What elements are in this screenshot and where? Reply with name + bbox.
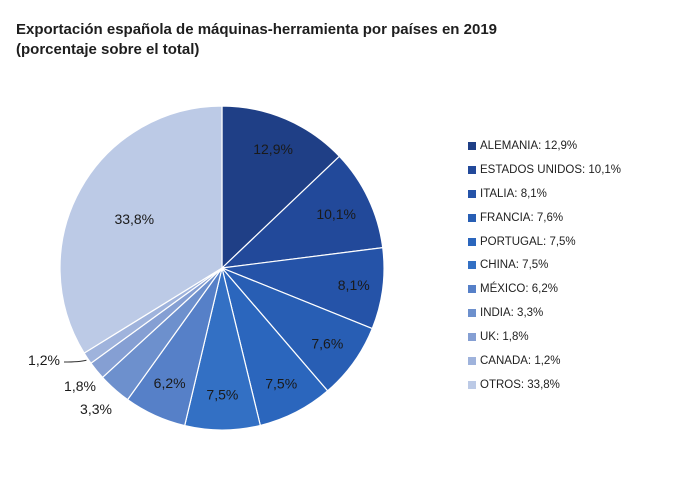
legend-swatch <box>468 309 476 318</box>
legend-label: UK: 1,8% <box>480 331 529 344</box>
legend-swatch <box>468 380 476 389</box>
legend-swatch <box>468 213 476 222</box>
slice-label-china: 7,5% <box>206 386 238 402</box>
legend-item-india: INDIA: 3,3% <box>468 301 621 325</box>
slice-label-india: 3,3% <box>80 401 112 417</box>
chart-title-line1: Exportación española de máquinas-herrami… <box>16 21 498 38</box>
legend-label: OTROS: 33,8% <box>480 378 560 391</box>
slice-label-alemania: 12,9% <box>253 141 293 157</box>
slice-label-m-xico: 6,2% <box>154 375 186 391</box>
legend-item-uk: UK: 1,8% <box>468 325 621 349</box>
legend-item-francia: FRANCIA: 7,6% <box>468 206 621 230</box>
chart-title-line2: (porcentaje sobre el total) <box>16 41 200 58</box>
legend-item-alemania: ALEMANIA: 12,9% <box>468 134 621 158</box>
legend-label: CHINA: 7,5% <box>480 259 549 272</box>
slice-label-francia: 7,6% <box>311 336 343 352</box>
legend-item-m-xico: MÉXICO: 6,2% <box>468 277 621 301</box>
legend-swatch <box>468 333 476 342</box>
pie-slice-otros <box>59 105 223 354</box>
leader-line-canada <box>63 359 87 363</box>
slice-label-italia: 8,1% <box>338 277 370 293</box>
pie-slice-estados-unidos <box>220 155 384 269</box>
legend-item-canada: CANADA: 1,2% <box>468 349 621 373</box>
chart-title: Exportación española de máquinas-herrami… <box>16 20 497 60</box>
legend-item-otros: OTROS: 33,8% <box>468 373 621 397</box>
legend-item-portugal: PORTUGAL: 7,5% <box>468 230 621 254</box>
slice-label-otros: 33,8% <box>114 211 154 227</box>
chart-legend: ALEMANIA: 12,9% ESTADOS UNIDOS: 10,1% ITAL… <box>468 134 621 397</box>
legend-swatch <box>468 189 476 198</box>
pie-slice-alemania <box>221 105 341 270</box>
slice-label-estados-unidos: 10,1% <box>316 206 356 222</box>
legend-item-italia: ITALIA: 8,1% <box>468 182 621 206</box>
legend-swatch <box>468 237 476 246</box>
legend-item-china: CHINA: 7,5% <box>468 253 621 277</box>
legend-label: ESTADOS UNIDOS: 10,1% <box>480 163 622 176</box>
legend-label: INDIA: 3,3% <box>480 307 544 320</box>
slice-label-canada: 1,2% <box>28 352 60 368</box>
slice-label-portugal: 7,5% <box>265 375 297 391</box>
legend-swatch <box>468 141 476 150</box>
legend-label: FRANCIA: 7,6% <box>480 211 564 224</box>
legend-label: ITALIA: 8,1% <box>480 187 547 200</box>
slice-label-uk: 1,8% <box>64 378 96 394</box>
legend-label: CANADA: 1,2% <box>480 354 561 367</box>
legend-swatch <box>468 285 476 294</box>
legend-swatch <box>468 165 476 174</box>
legend-label: PORTUGAL: 7,5% <box>480 235 576 248</box>
legend-item-estados-unidos: ESTADOS UNIDOS: 10,1% <box>468 158 621 182</box>
legend-swatch <box>468 356 476 365</box>
legend-label: MÉXICO: 6,2% <box>480 283 558 296</box>
legend-swatch <box>468 261 476 270</box>
legend-label: ALEMANIA: 12,9% <box>480 139 578 152</box>
